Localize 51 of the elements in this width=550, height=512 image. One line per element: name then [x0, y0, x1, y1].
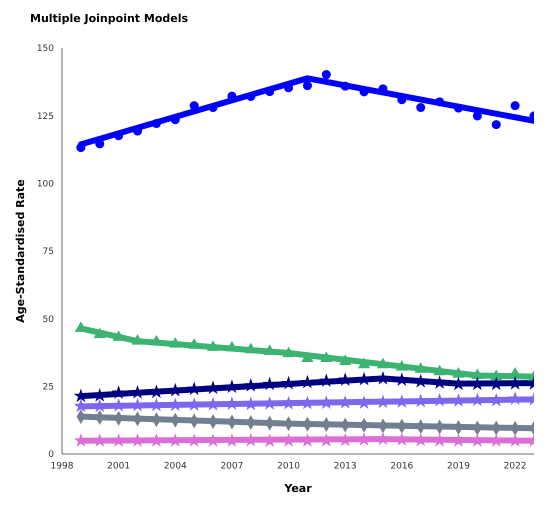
- x-axis-title: Year: [283, 482, 312, 495]
- point: [111, 385, 126, 399]
- point: [434, 364, 446, 376]
- point: [340, 82, 350, 91]
- point: [435, 97, 444, 106]
- point: [322, 70, 331, 80]
- point: [452, 367, 465, 378]
- point: [396, 360, 408, 371]
- point: [94, 328, 106, 338]
- y-tick-label: 50: [42, 314, 54, 325]
- x-tick-label: 2019: [447, 461, 470, 472]
- x-tick-label: 1998: [50, 461, 74, 472]
- y-tick-label: 150: [36, 44, 54, 54]
- point: [302, 81, 312, 90]
- x-tick-label: 2022: [504, 461, 527, 472]
- x-tick-label: 2016: [390, 461, 414, 472]
- y-axis-title: Age-Standardised Rate: [14, 179, 27, 323]
- point: [454, 104, 463, 113]
- point: [282, 346, 295, 358]
- x-tick-label: 2013: [334, 461, 357, 472]
- y-tick-label: 75: [42, 247, 54, 258]
- point: [358, 358, 370, 368]
- point: [414, 362, 427, 373]
- point: [246, 92, 256, 101]
- point: [490, 370, 502, 380]
- point: [208, 103, 218, 112]
- x-tick-label: 2007: [220, 461, 244, 472]
- point: [471, 368, 484, 380]
- y-tick-label: 0: [48, 450, 54, 460]
- point: [508, 391, 522, 405]
- point: [492, 120, 501, 130]
- point: [262, 376, 277, 390]
- x-tick-label: 2004: [164, 461, 188, 472]
- x-tick-label: 2010: [277, 461, 300, 472]
- point: [169, 337, 182, 348]
- point: [376, 358, 390, 368]
- point: [76, 143, 86, 152]
- point: [131, 334, 144, 345]
- point: [301, 351, 314, 362]
- y-tick-label: 25: [42, 382, 54, 393]
- x-tick-label: 2001: [107, 461, 130, 472]
- point: [206, 340, 220, 351]
- point: [416, 103, 426, 112]
- chart-title: Multiple Joinpoint Models: [30, 12, 188, 25]
- y-tick-label: 100: [36, 180, 54, 190]
- y-tick-label: 125: [36, 112, 54, 122]
- point: [320, 351, 332, 362]
- point: [188, 338, 200, 349]
- point: [264, 344, 276, 355]
- point: [510, 101, 520, 110]
- point: [339, 354, 352, 365]
